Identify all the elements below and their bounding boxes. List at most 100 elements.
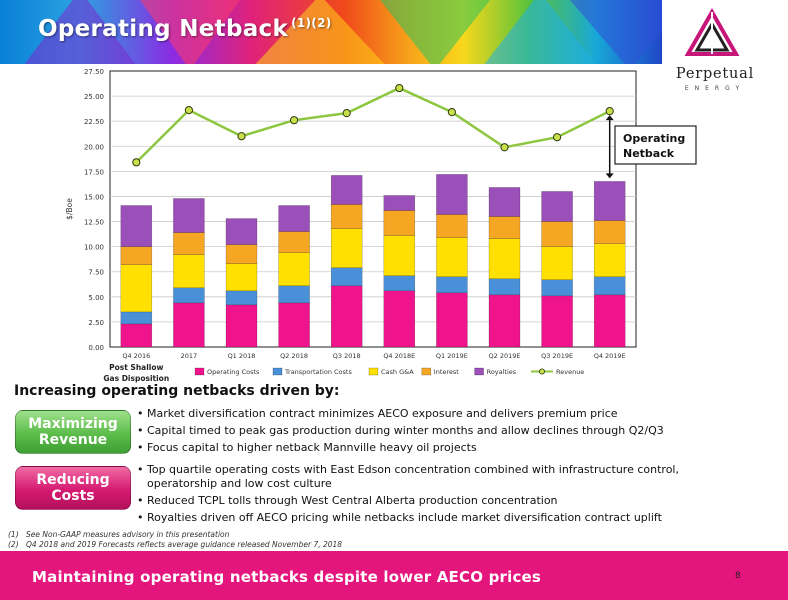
y-tick-label: 2.50: [88, 319, 104, 327]
bar-segment: [488, 238, 521, 280]
bar-segment: [488, 294, 521, 348]
bar-segment: [488, 278, 521, 296]
y-tick-label: 12.50: [84, 219, 104, 227]
footer-text: Maintaining operating netbacks despite l…: [32, 568, 542, 586]
bar-segment: [593, 276, 626, 296]
legend-swatch: [368, 367, 379, 376]
bar-segment: [225, 263, 258, 292]
netback-annotation-box: [614, 125, 697, 165]
revenue-point: [290, 116, 299, 125]
bar-segment: [436, 174, 468, 215]
footnote-2: (2) Q4 2018 and 2019 Forecasts reflects a…: [8, 540, 343, 549]
bar-segment: [383, 290, 416, 348]
x-tick-label: Q2 2019E: [489, 352, 521, 360]
maximizing-revenue-label: Maximizing Revenue: [15, 410, 131, 454]
bar-segment: [436, 292, 468, 348]
logo-subtext: ENERGY: [684, 85, 746, 92]
legend-marker: [539, 368, 546, 375]
bar-segment: [330, 175, 363, 205]
y-tick-label: 25.00: [84, 93, 104, 101]
legend-swatch: [194, 367, 205, 376]
bar-segment: [120, 323, 153, 348]
bar-segment: [120, 311, 153, 325]
x-tick-label: Q4 2018E: [383, 352, 415, 360]
legend-label: Operating Costs: [207, 368, 260, 376]
y-tick-label: 7.50: [88, 269, 104, 277]
bullet-item: Top quartile operating costs with East E…: [137, 463, 697, 491]
bar-segment: [330, 228, 363, 268]
y-tick-label: 5.00: [88, 294, 104, 302]
bar-segment: [278, 285, 310, 304]
bar-segment: [225, 290, 258, 306]
revenue-point: [500, 143, 509, 152]
bar-segment: [383, 210, 416, 236]
legend-swatch: [421, 367, 432, 376]
x-tick-label: Q3 2019E: [541, 352, 573, 360]
x-tick-label: Q4 2019E: [594, 352, 626, 360]
bar-segment: [173, 287, 205, 304]
reducing-costs-bullets: Top quartile operating costs with East E…: [137, 463, 697, 528]
bar-segment: [278, 302, 310, 348]
x-tick-label: 2017: [181, 352, 198, 360]
revenue-point: [132, 158, 141, 167]
bar-segment: [593, 243, 626, 277]
legend-label: Cash G&A: [381, 368, 414, 376]
maximizing-revenue-bullets: Market diversification contract minimize…: [137, 407, 697, 458]
bar-segment: [330, 267, 363, 287]
netback-arrow-head-up: [605, 115, 614, 121]
bar-segment: [593, 181, 626, 221]
legend-label: Interest: [434, 368, 459, 376]
bullet-item: Capital timed to peak gas production dur…: [137, 424, 697, 438]
revenue-point: [395, 83, 404, 93]
bar-segment: [120, 205, 153, 247]
bullet-item: Market diversification contract minimize…: [137, 407, 697, 421]
revenue-line: [135, 86, 611, 164]
bar-segment: [330, 204, 363, 229]
bar-segment: [278, 252, 310, 287]
bar-segment: [541, 246, 573, 281]
x-tick-label: Q4 2016: [122, 352, 150, 360]
x-tick-label: Q1 2019E: [436, 352, 468, 360]
bar-segment: [383, 275, 416, 292]
netback-annotation-line-1: Operating: [623, 132, 685, 145]
netback-arrow-head-down: [605, 173, 614, 179]
bar-segment: [173, 302, 205, 348]
bar-segment: [541, 191, 573, 222]
bar-segment: [436, 276, 468, 294]
bar-segment: [593, 294, 626, 348]
bar-segment: [436, 214, 468, 238]
y-tick-label: 10.00: [84, 244, 104, 252]
title-footnote-ref: (1)(2): [291, 16, 332, 31]
footnote-1: (1) See Non-GAAP measures advisory in thi…: [8, 530, 230, 539]
footer-bar: Maintaining operating netbacks despite l…: [0, 551, 788, 600]
revenue-point: [237, 132, 246, 141]
bullet-item: Reduced TCPL tolls through West Central …: [137, 494, 697, 508]
legend-label: Royalties: [487, 368, 517, 376]
title-banner: [0, 0, 662, 64]
bar-segment: [541, 295, 573, 348]
logo-wordmark: Perpetual: [675, 66, 755, 82]
x-tick-label: Q1 2018: [228, 352, 256, 360]
bar-segment: [541, 221, 573, 247]
bar-segment: [383, 195, 416, 211]
bullet-item: Royalties driven off AECO pricing while …: [137, 511, 697, 525]
revenue-point: [605, 107, 614, 116]
bar-segment: [541, 279, 573, 297]
bullet-item: Focus capital to higher netback Mannvill…: [137, 441, 697, 455]
bar-segment: [383, 235, 416, 276]
category-note-line-1: Post Shallow: [109, 363, 163, 372]
y-tick-label: 0.00: [88, 344, 104, 352]
bar-segment: [488, 187, 521, 217]
x-tick-label: Q2 2018: [280, 352, 308, 360]
category-note-line-2: Gas Disposition: [103, 374, 169, 383]
y-tick-label: 22.50: [84, 118, 104, 126]
y-tick-label: 17.50: [84, 168, 104, 176]
y-tick-label: 20.00: [84, 143, 104, 151]
logo-mark-icon: [684, 7, 740, 56]
revenue-point: [447, 108, 456, 117]
logo: [662, 0, 788, 100]
bar-segment: [173, 232, 205, 255]
bar-segment: [120, 264, 153, 313]
bar-segment: [488, 216, 521, 239]
bar-segment: [225, 218, 258, 245]
